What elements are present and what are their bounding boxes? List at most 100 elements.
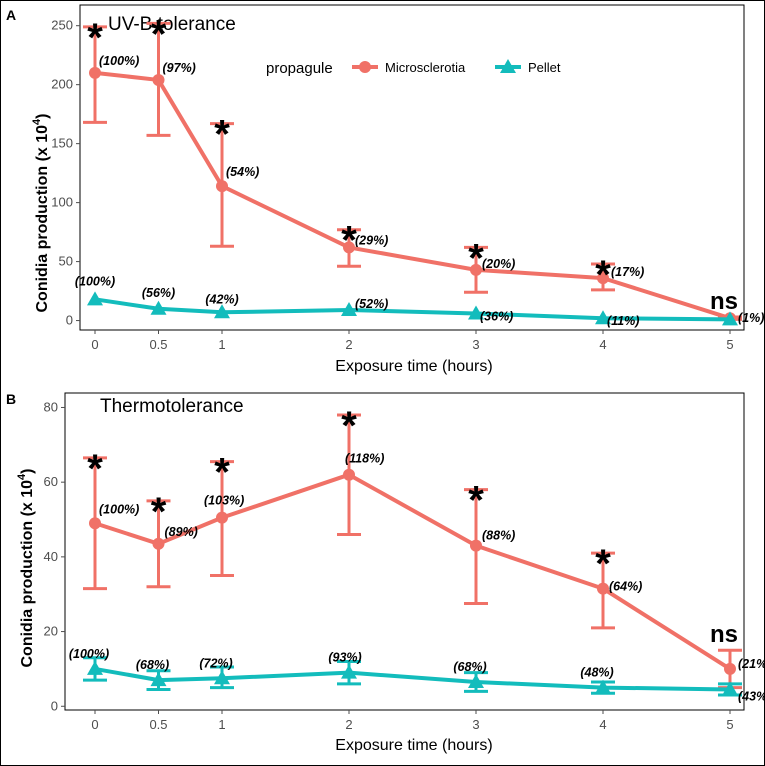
panel-b-pellet-pct-label: (68%) [453, 660, 486, 674]
panel-b-pellet-point [722, 681, 738, 696]
panel-a-pellet-pct-label: (100%) [75, 274, 115, 288]
panel-a-pellet-point [150, 300, 167, 315]
panel-a-pellet-point [722, 311, 738, 326]
panel-a-plot-frame [79, 4, 745, 331]
panel-a-significance-star: * [468, 236, 484, 280]
panel-a-microsclerotia-pct-label: (1%) [738, 311, 764, 325]
panel-a-plot: 0 50 100 150 200 250 0 0.5 1 2 3 4 5 (100%) (97%) (54%)… [51, 4, 764, 352]
panel-b-microsclerotia-pct-label: (21%) [738, 657, 765, 671]
panel-a-pellet-point [468, 305, 484, 320]
panel-a-letter: A [6, 7, 16, 23]
panel-b-microsclerotia-point [597, 582, 609, 595]
panel-b-y-tick-label: 20 [44, 624, 58, 639]
panel-a-significance-star: * [151, 12, 167, 56]
panel-a-x-tick-label: 4 [599, 337, 606, 352]
panel-a-pellet-point [214, 304, 230, 319]
legend: propagule Microsclerotia Pellet [266, 59, 561, 77]
panel-a-y-tick-label: 250 [51, 18, 73, 33]
panel-a-y-tick-label: 150 [51, 136, 73, 151]
panel-a-pellet-pct-label: (42%) [205, 292, 238, 306]
panel-a-y-tick-label: 200 [51, 77, 73, 92]
panel-a-x-tick-label: 0.5 [149, 337, 167, 352]
panel-b-pellet-pct-label: (43%) [738, 689, 765, 703]
panel-b-pellet-pct-label: (72%) [199, 656, 232, 670]
panel-a-pellet-point [87, 291, 103, 306]
legend-key-marker-pellet [500, 59, 516, 73]
panel-b-plot: 0 20 40 60 80 0 0.5 1 2 3 4 5 (100%) (89%) (103%) (118%… [44, 392, 765, 732]
panel-b-x-axis-title: Exposure time (hours) [335, 737, 492, 754]
panel-b-significance-ns: ns [710, 621, 738, 648]
panel-b-pellet-point [150, 672, 167, 687]
panel-b-plot-frame [64, 392, 745, 711]
panel-a-microsclerotia-point [343, 241, 355, 254]
panel-a-microsclerotia-pct-label: (100%) [99, 54, 139, 68]
panel-a-significance-ns: ns [710, 288, 738, 315]
panel-a-x-tick-label: 0 [91, 337, 98, 352]
panel-b-microsclerotia-pct-label: (118%) [345, 452, 384, 466]
panel-a-microsclerotia-pct-label: (54%) [226, 165, 259, 179]
panel-b-microsclerotia-point [724, 662, 736, 675]
panel-a-microsclerotia-point [470, 263, 482, 276]
panel-b-y-tick-label: 0 [51, 698, 58, 713]
panel-b-microsclerotia-pct-label: (88%) [482, 529, 515, 543]
panel-a-microsclerotia-pct-label: (97%) [163, 61, 196, 75]
panel-a-y-tick-label: 50 [59, 254, 73, 269]
panel-a-y-tick-label: 0 [66, 313, 73, 328]
legend-key-marker-microsclerotia [359, 61, 371, 73]
panel-a-pellet-pct-label: (11%) [607, 314, 639, 328]
panel-b-pellet-point [214, 670, 230, 685]
panel-b-x-tick-label: 4 [599, 717, 606, 732]
panel-a-pellet-point [595, 310, 611, 325]
panel-b-significance-star: * [595, 542, 611, 586]
panel-b-pellet-pct-label: (100%) [69, 647, 109, 661]
panel-a-significance-star: * [87, 16, 103, 60]
panel-b-pellet-pct-label: (93%) [328, 651, 361, 665]
panel-b-microsclerotia-pct-label: (89%) [165, 525, 198, 539]
legend-label-pellet: Pellet [528, 60, 561, 75]
panel-b-pellet-point [87, 660, 103, 675]
panel-a-x-tick-label: 2 [345, 337, 352, 352]
panel-b-y-tick-label: 80 [44, 399, 58, 414]
panel-a-pellet-pct-label: (36%) [480, 309, 513, 323]
panel-b-significance-star: * [151, 490, 167, 534]
panel-b-title: Thermotolerance [100, 396, 244, 417]
panel-a-microsclerotia-pct-label: (20%) [482, 257, 515, 271]
panel-a-significance-star: * [595, 253, 611, 297]
panel-b-significance-star: * [214, 451, 230, 495]
panel-b-y-axis-title: Conidia production (x 104) [16, 468, 36, 667]
panel-b-significance-star: * [468, 479, 484, 523]
panel-b-pellet-point [468, 673, 484, 688]
panel-b-significance-star: * [87, 447, 103, 491]
panel-b-y-tick-label: 60 [44, 474, 58, 489]
panel-b-pellet-pct-label: (68%) [136, 658, 169, 672]
panel-b-x-tick-label: 3 [472, 717, 479, 732]
panel-a-pellet-pct-label: (56%) [142, 286, 175, 300]
panel-a-pellet-point [341, 301, 357, 316]
panel-b-y-tick-label: 40 [44, 549, 58, 564]
panel-a-title: UV-B tolerance [108, 14, 236, 35]
panel-b-microsclerotia-point [343, 468, 355, 481]
panel-b-pellet-pct-label: (48%) [580, 666, 613, 680]
panel-b-x-tick-label: 1 [218, 717, 225, 732]
panel-b-pellet-point [341, 664, 357, 679]
panel-a-microsclerotia-point [152, 73, 165, 86]
panel-b-microsclerotia-pct-label: (100%) [99, 502, 139, 516]
panel-b-x-tick-label: 0.5 [149, 717, 167, 732]
legend-title: propagule [266, 60, 333, 77]
panel-a-x-tick-label: 3 [472, 337, 479, 352]
panel-b-microsclerotia-pct-label: (103%) [204, 494, 244, 508]
panel-b-pellet-point [595, 679, 611, 694]
panel-b-letter: B [6, 391, 16, 407]
panel-b-x-tick-label: 0 [91, 717, 98, 732]
panel-a-pellet-pct-label: (52%) [355, 297, 388, 311]
panel-a-microsclerotia-point [216, 180, 228, 193]
panel-b-microsclerotia-point [89, 517, 101, 530]
legend-label-microsclerotia: Microsclerotia [385, 60, 466, 75]
panel-b-significance-star: * [341, 404, 357, 448]
panel-a-x-tick-label: 5 [726, 337, 733, 352]
panel-a-microsclerotia-point [89, 66, 101, 79]
panel-b-microsclerotia-point [470, 539, 482, 552]
panel-a-microsclerotia-pct-label: (17%) [611, 265, 644, 279]
panel-a-x-axis-title: Exposure time (hours) [335, 358, 492, 375]
